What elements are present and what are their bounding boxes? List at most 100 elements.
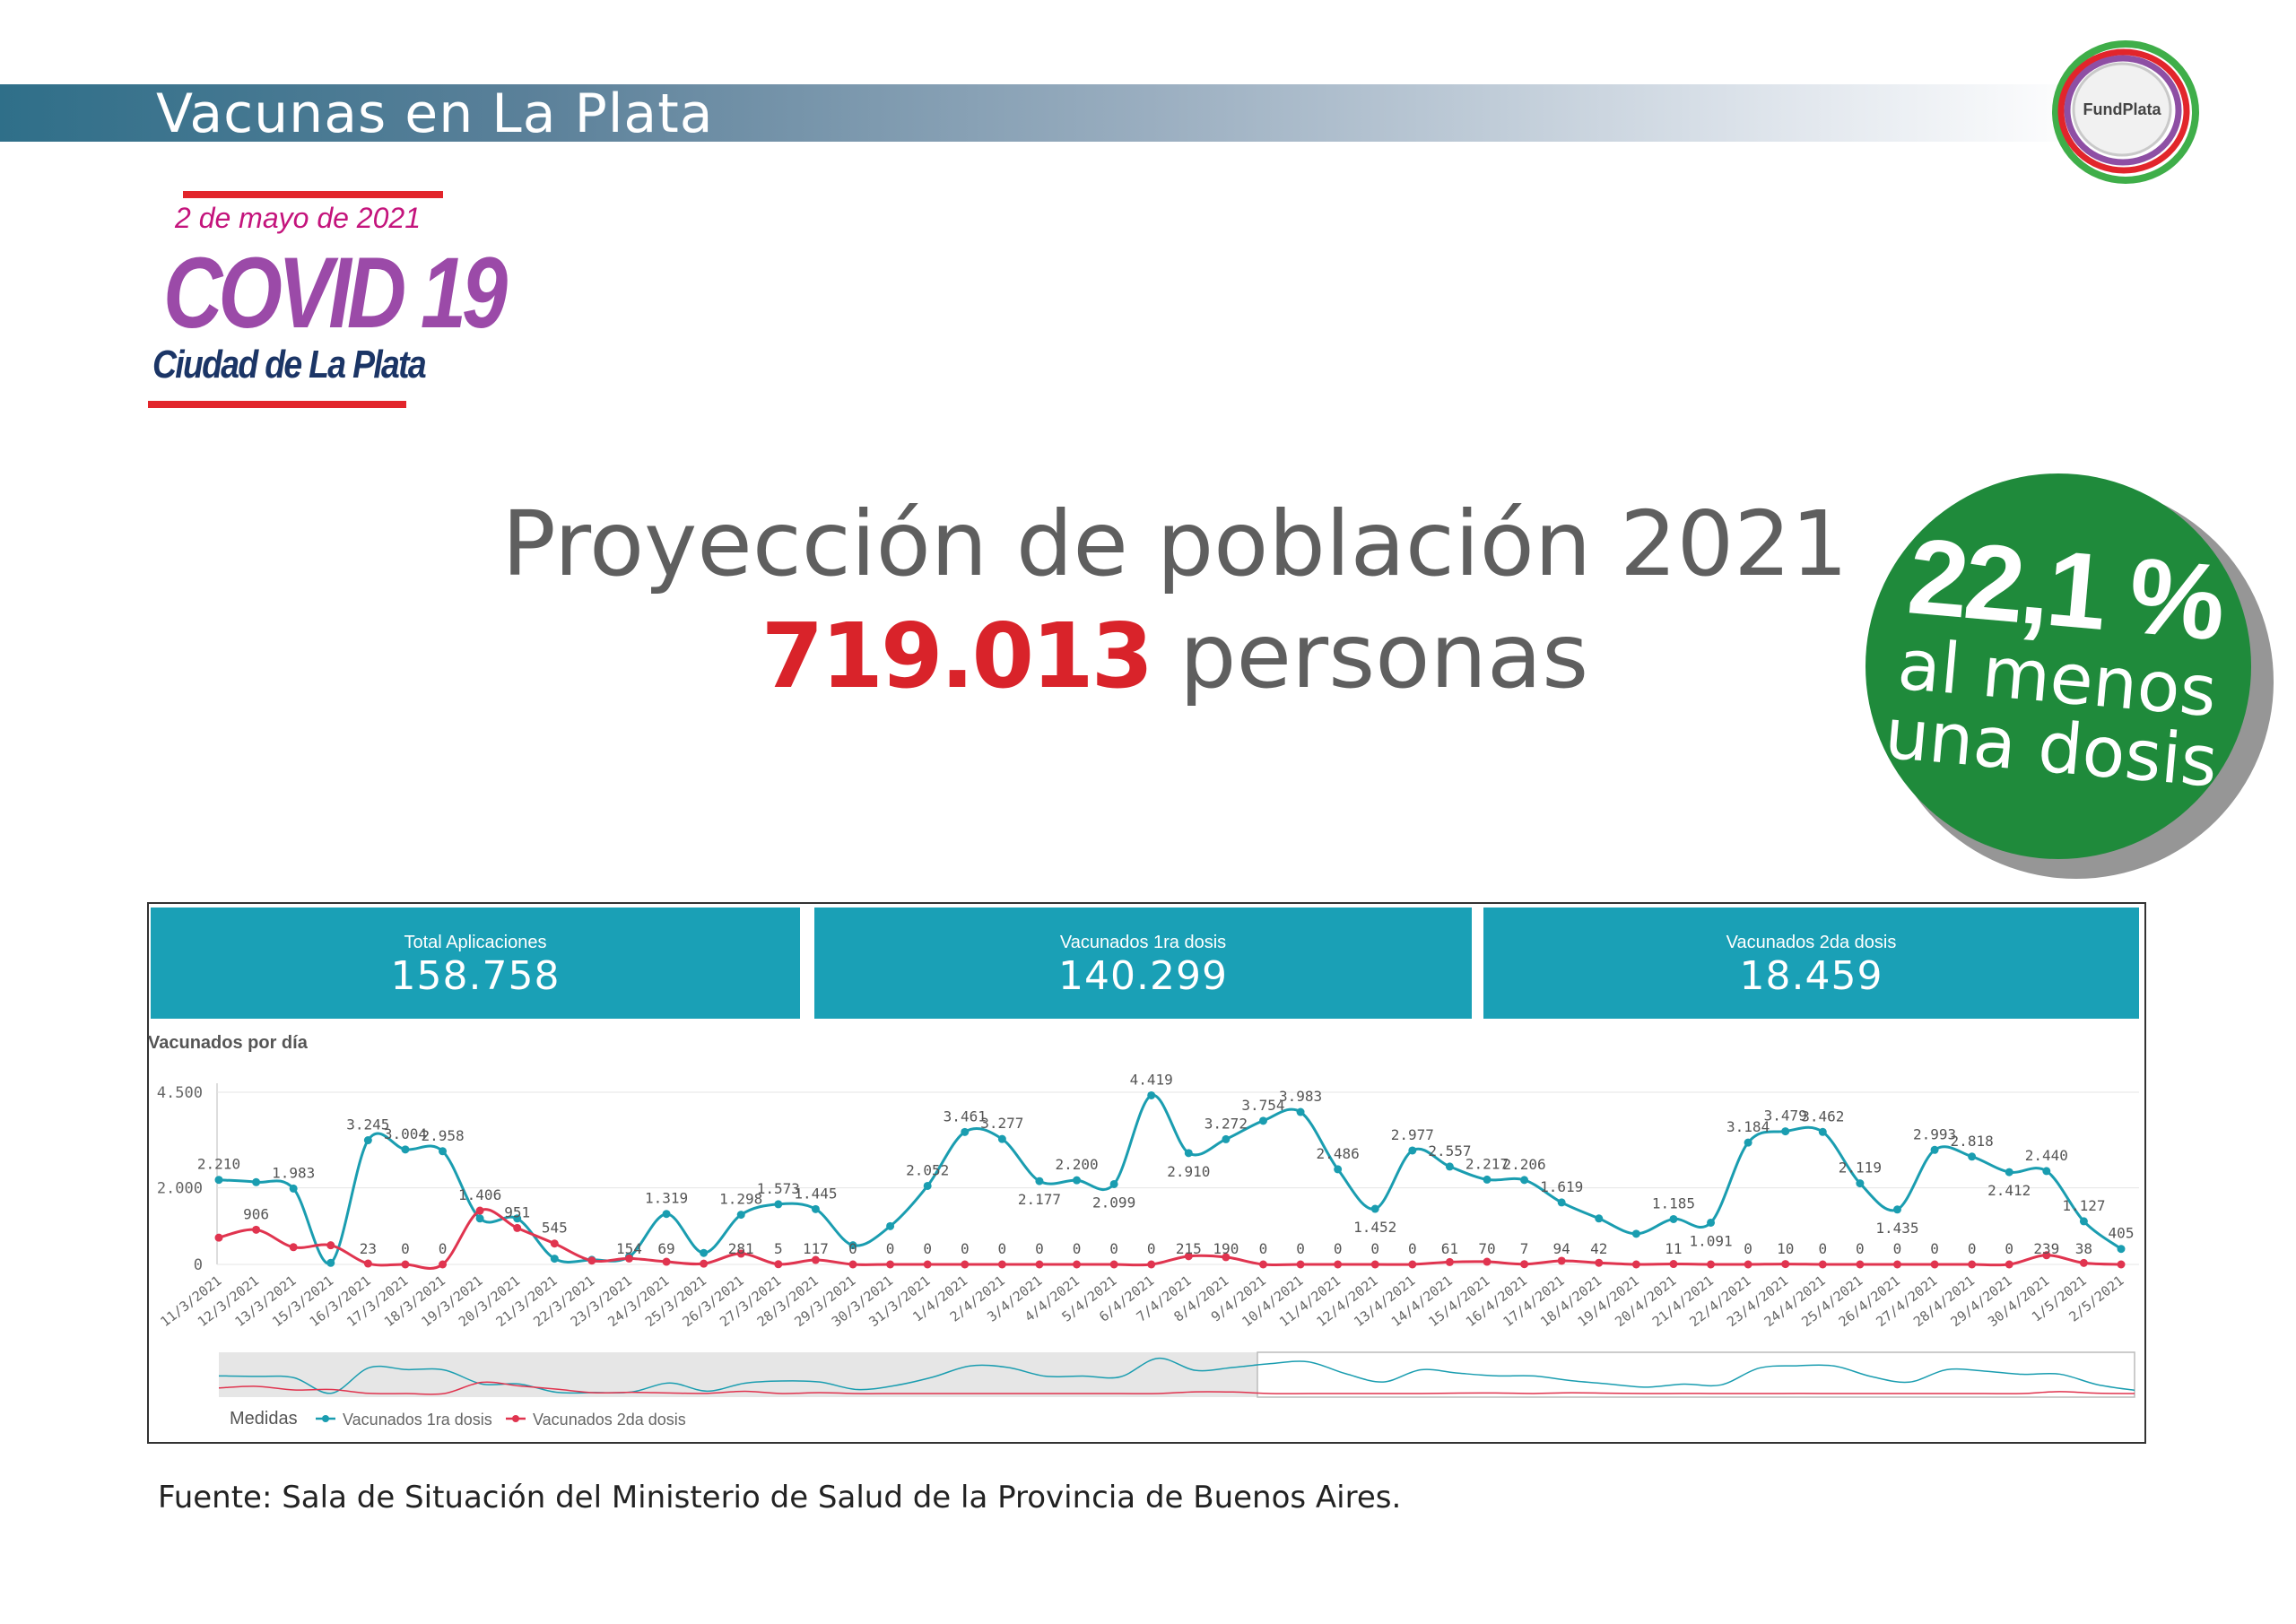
data-label: 1.406 xyxy=(458,1186,501,1203)
y-tick-label: 4.500 xyxy=(157,1084,203,1102)
data-label: 2.993 xyxy=(1913,1125,1956,1142)
data-label: 2.818 xyxy=(1951,1133,1994,1150)
chart-title: Vacunados por día xyxy=(148,1033,309,1053)
data-point xyxy=(662,1210,671,1219)
data-point xyxy=(961,1260,970,1269)
data-label: 0 xyxy=(1968,1240,1977,1257)
data-point xyxy=(624,1254,633,1263)
data-point xyxy=(1781,1127,1790,1136)
covid-line-top xyxy=(183,191,443,198)
navigator-line-2da xyxy=(218,1381,2135,1395)
data-label: 1.445 xyxy=(794,1185,837,1202)
data-point xyxy=(1035,1177,1044,1185)
data-point xyxy=(1073,1176,1082,1185)
data-point xyxy=(1258,1116,1267,1125)
data-point xyxy=(1147,1260,1156,1269)
data-point xyxy=(1334,1165,1343,1174)
data-label: 0 xyxy=(1109,1240,1118,1257)
data-label: 3.277 xyxy=(980,1115,1023,1132)
legend-label: Vacunados 1ra dosis xyxy=(343,1411,492,1429)
data-point xyxy=(700,1259,709,1268)
data-label: 1.435 xyxy=(1875,1220,1918,1237)
data-label: 3.983 xyxy=(1279,1088,1322,1105)
data-point xyxy=(513,1214,522,1223)
data-point xyxy=(1147,1090,1156,1099)
kpi-label: Total Aplicaciones xyxy=(404,933,547,952)
data-point xyxy=(1631,1229,1640,1238)
data-label: 0 xyxy=(998,1240,1007,1257)
data-point xyxy=(2117,1260,2126,1269)
data-point xyxy=(1781,1260,1790,1269)
legend-title: Medidas xyxy=(230,1409,298,1429)
data-point xyxy=(2079,1258,2088,1267)
data-label: 2.200 xyxy=(1055,1156,1098,1173)
data-point xyxy=(363,1259,372,1268)
data-point xyxy=(1744,1260,1752,1269)
data-label: 1.983 xyxy=(272,1164,315,1181)
data-point xyxy=(1408,1260,1417,1269)
navigator-shaded xyxy=(219,1352,1257,1397)
data-point xyxy=(1408,1146,1417,1155)
data-point xyxy=(997,1260,1006,1269)
data-point xyxy=(289,1184,298,1193)
data-point xyxy=(439,1260,448,1269)
data-label: 2.958 xyxy=(421,1127,464,1144)
data-point xyxy=(1631,1260,1640,1269)
data-point xyxy=(923,1260,932,1269)
data-label: 2.177 xyxy=(1018,1191,1061,1208)
covid-line-bottom xyxy=(148,401,406,408)
data-label: 2.557 xyxy=(1428,1142,1471,1159)
data-label: 1.619 xyxy=(1540,1178,1583,1195)
data-label: 94 xyxy=(1553,1240,1570,1257)
kpi-label: Vacunados 2da dosis xyxy=(1726,933,1897,952)
data-point xyxy=(923,1181,932,1190)
data-label: 7 xyxy=(1520,1240,1529,1257)
y-tick-label: 0 xyxy=(194,1256,203,1274)
data-point xyxy=(1109,1179,1118,1188)
data-point xyxy=(2042,1167,2051,1176)
data-label: 0 xyxy=(848,1240,857,1257)
data-label: 70 xyxy=(1478,1240,1495,1257)
data-point xyxy=(2005,1260,2013,1269)
data-point xyxy=(2079,1217,2088,1226)
data-point xyxy=(326,1241,335,1250)
data-label: 190 xyxy=(1213,1240,1239,1257)
data-point xyxy=(886,1221,895,1230)
kpi-value: 18.459 xyxy=(1739,953,1883,999)
data-point xyxy=(1669,1214,1678,1223)
data-point xyxy=(774,1260,783,1269)
data-label: 10 xyxy=(1777,1240,1794,1257)
data-point xyxy=(1744,1138,1752,1147)
data-label: 42 xyxy=(1590,1240,1607,1257)
header-bar xyxy=(0,84,2090,142)
data-point xyxy=(1520,1176,1529,1185)
data-label: 0 xyxy=(1930,1240,1939,1257)
data-point xyxy=(1856,1179,1865,1188)
data-label: 0 xyxy=(1818,1240,1827,1257)
data-label: 3.462 xyxy=(1801,1107,1844,1125)
data-point xyxy=(1968,1152,1977,1161)
data-point xyxy=(1296,1107,1305,1116)
data-point xyxy=(811,1204,820,1213)
data-point xyxy=(1595,1258,1604,1267)
data-label: 3.479 xyxy=(1764,1107,1807,1125)
data-label: 1.319 xyxy=(645,1190,688,1207)
data-label: 2.052 xyxy=(906,1161,949,1178)
data-label: 0 xyxy=(2005,1240,2013,1257)
data-label: 0 xyxy=(1259,1240,1268,1257)
data-point xyxy=(1930,1145,1939,1154)
data-point xyxy=(1818,1127,1827,1136)
projection-unit: personas xyxy=(1179,604,1589,708)
logo-text: FundPlata xyxy=(2083,100,2161,118)
data-point xyxy=(1035,1260,1044,1269)
data-point xyxy=(1520,1260,1529,1269)
data-point xyxy=(513,1223,522,1232)
data-point xyxy=(1818,1260,1827,1269)
data-label: 906 xyxy=(243,1205,269,1222)
data-label: 38 xyxy=(2075,1240,2092,1257)
kpi-total-aplicaciones: Total Aplicaciones 158.758 xyxy=(151,908,800,1019)
covid-city: Ciudad de La Plata xyxy=(152,343,427,386)
data-point xyxy=(326,1258,335,1267)
data-label: 0 xyxy=(1035,1240,1044,1257)
